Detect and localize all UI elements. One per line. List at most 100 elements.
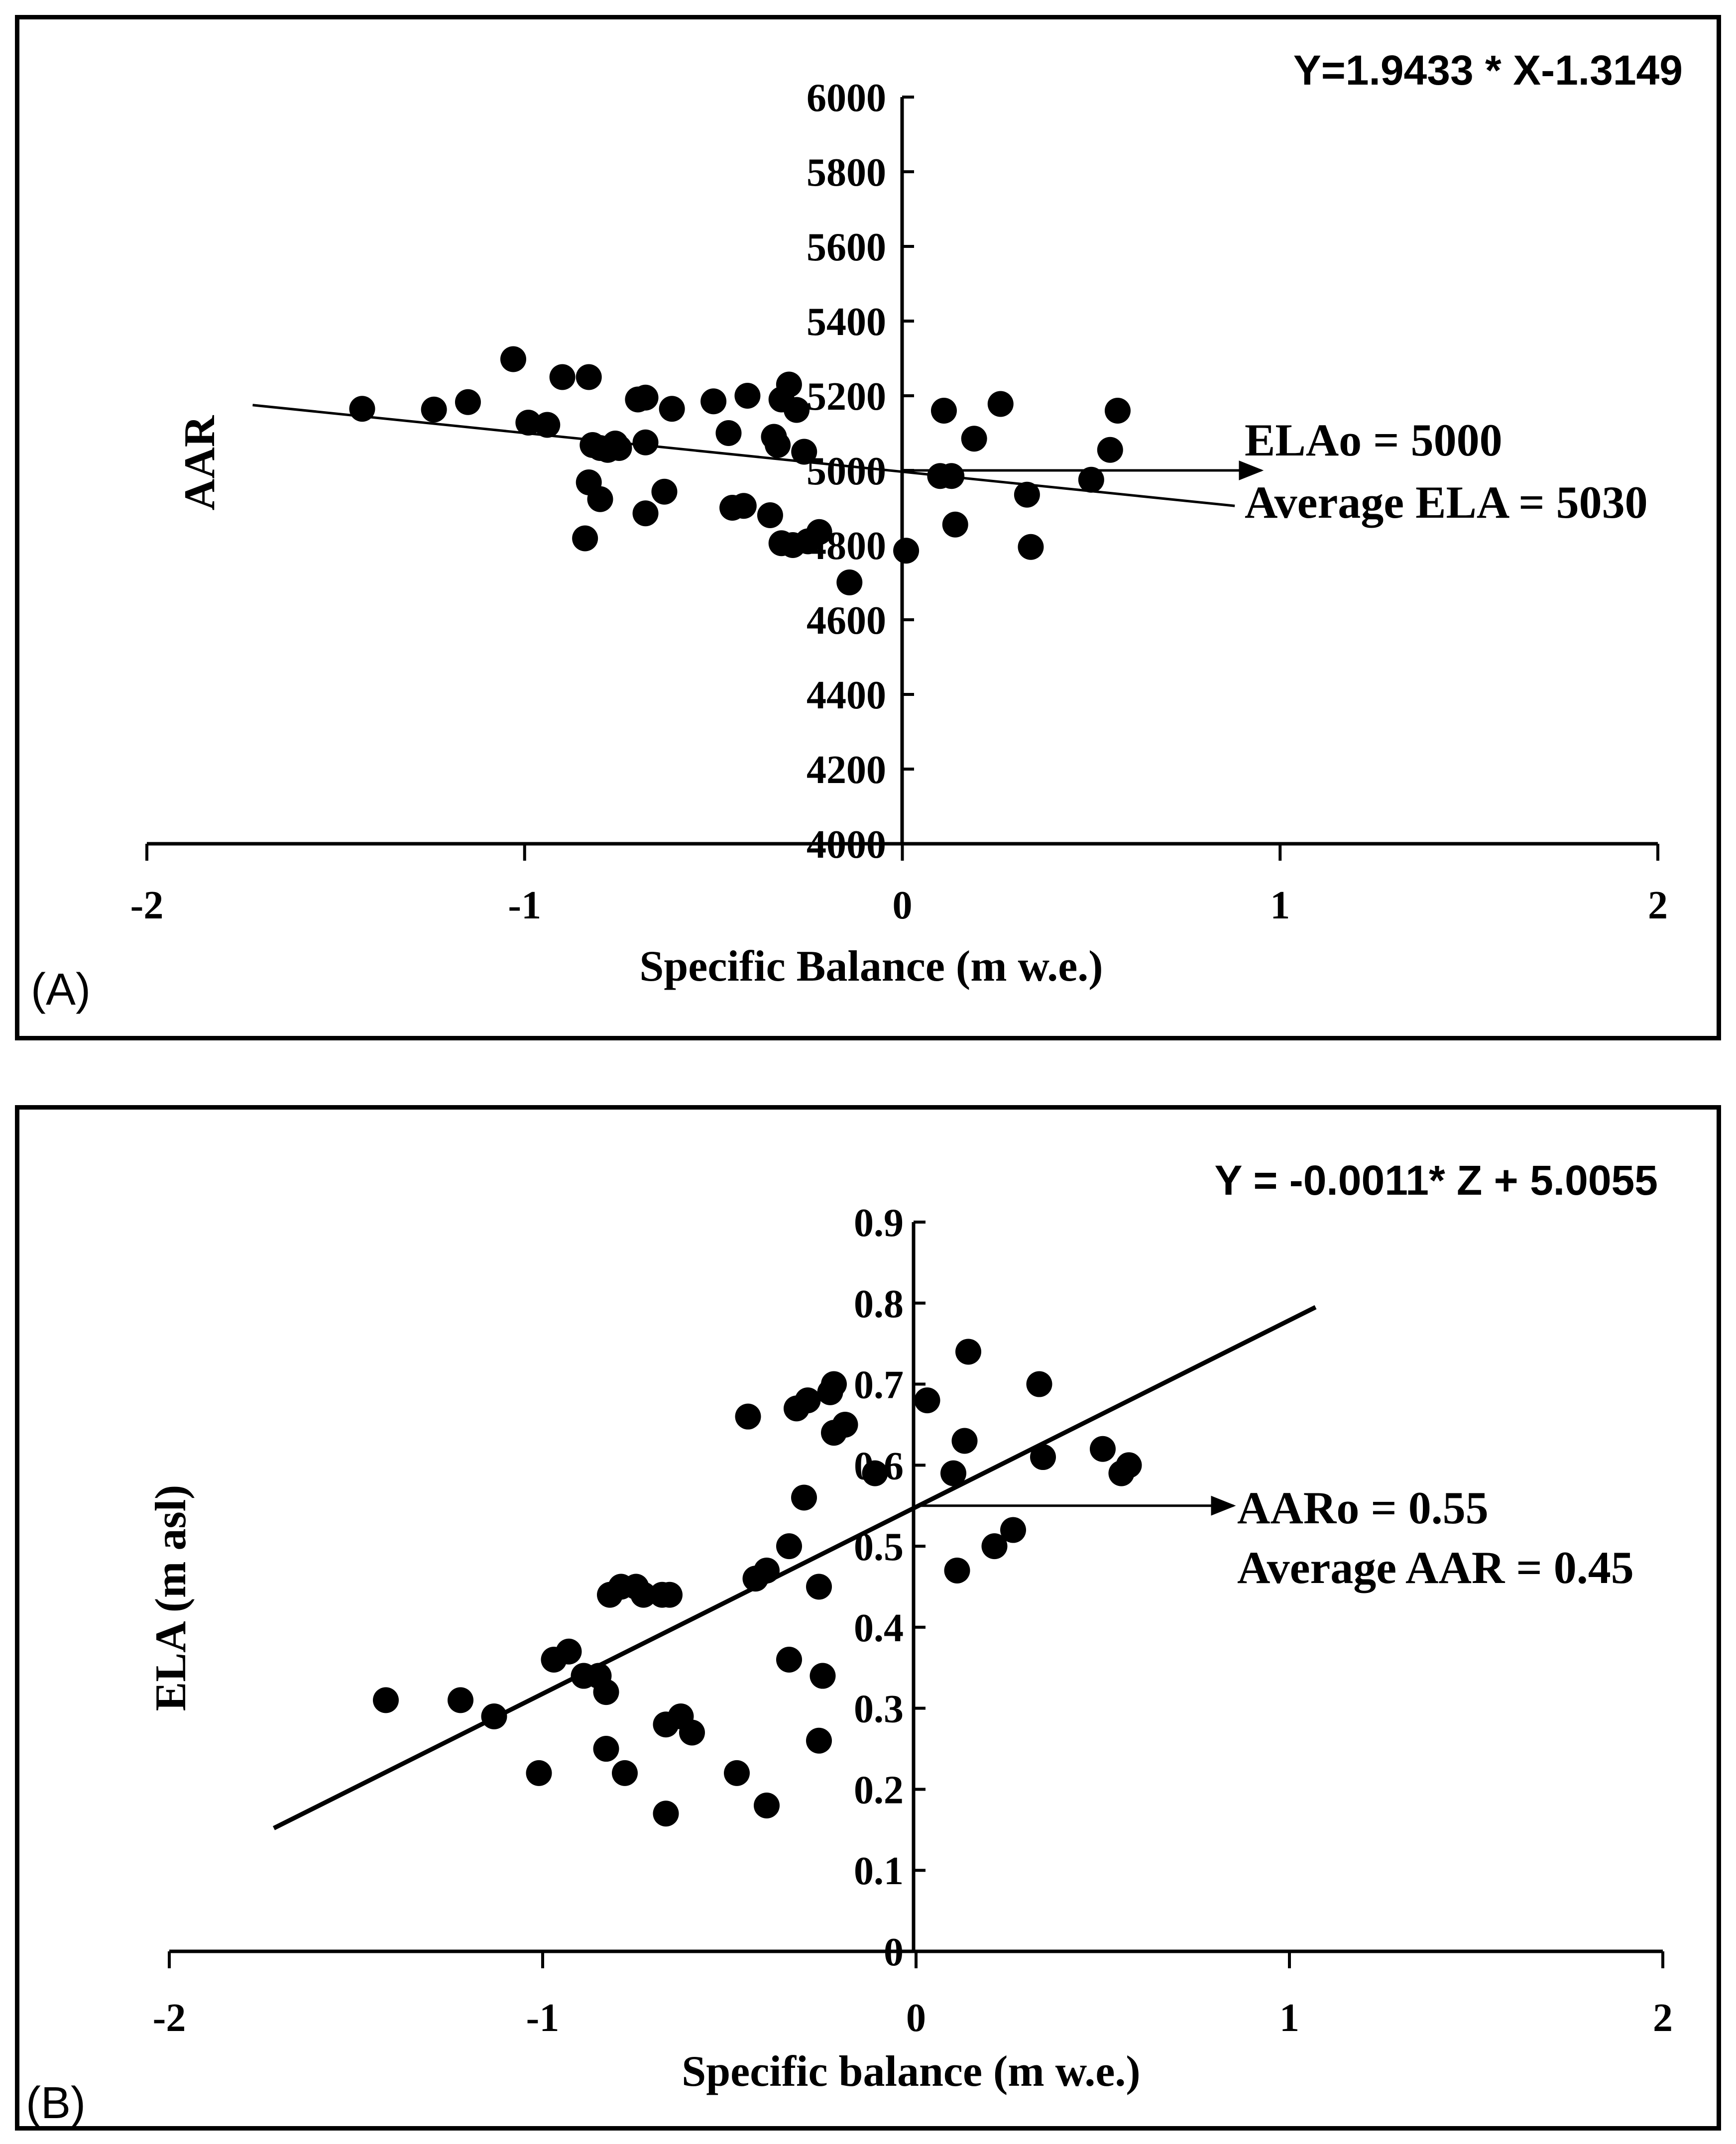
panel-b-y-tick-label: 0.3 [854,1688,904,1731]
panel-a-data-point [765,432,791,458]
panel-b-data-point [630,1581,657,1608]
panel-a-x-tick-label: 0 [893,884,913,927]
panel-b-y-tick-label: 0.8 [854,1282,904,1326]
panel-a-data-point [500,346,526,372]
panel-b-data-point [481,1703,507,1729]
panel-a-data-point [734,383,761,409]
panel-b-x-tick-label: -1 [526,1996,560,2040]
panel-a-data-point [632,429,659,455]
panel-b-trendline-group [272,1305,1317,1830]
panel-b-y-tick-label: 0.9 [854,1201,904,1245]
panel-b-y-axis-label: ELA (m asl) [147,1485,195,1711]
panel-a-data-point [659,396,685,422]
panel-a-x-ticks: -2 -1 0 1 2 [130,844,1668,927]
panel-b-data-point [981,1533,1008,1560]
panel-a-y-ticks: 4000420044004600480050005200540056005800… [807,76,914,867]
panel-a-data-point [930,398,957,424]
panel-b-trendline [272,1305,1317,1830]
panel-b-data-point [448,1687,473,1713]
panel-b-data-point [1030,1444,1056,1470]
panel-b-y-tick-label: 0 [884,1930,904,1974]
panel-a-x-tick-label: -1 [508,884,541,927]
panel-a-y-tick-label: 4200 [807,748,886,792]
panel-b-data-point [754,1557,780,1583]
panel-b-data-point [1090,1436,1116,1462]
panel-b-data-point [593,1736,619,1762]
panel-b-data-point [944,1557,970,1583]
panel-a-points [349,346,1131,595]
panel-b-frame [15,1105,1721,2131]
panel-a-data-point [349,396,375,422]
chart-panel-a: 4000420044004600480050005200540056005800… [31,47,1683,1015]
panel-b-x-ticks: -2 -1 0 1 2 [153,1951,1673,2040]
panel-a-data-point [1104,398,1131,424]
panel-a-data-point [806,519,832,545]
panel-b-x-axis-label: Specific balance (m w.e.) [682,2047,1140,2096]
panel-a-data-point [587,486,613,512]
panel-a-data-point [938,463,965,489]
panel-a-data-point [632,500,659,527]
panel-a-data-point [515,410,542,436]
panel-b-y-tick-label: 0.4 [854,1606,904,1650]
panel-b-data-point [653,1801,679,1827]
panel-b-data-point [776,1533,802,1560]
panel-a-data-point [715,420,742,446]
panel-a-data-point [572,525,598,552]
panel-a-y-tick-label: 5800 [807,151,886,195]
panel-b-annotation-average-aar: Average AAR = 0.45 [1237,1542,1634,1593]
panel-b-data-point [679,1719,705,1746]
panel-a-trendline-group [252,404,1235,507]
panel-b-data-point [791,1484,817,1511]
panel-a-data-point [1097,437,1123,463]
panel-a-data-point [730,493,757,519]
panel-b-data-point [940,1460,966,1486]
panel-b-x-tick-label: 2 [1653,1996,1673,2040]
panel-a-x-tick-label: -2 [130,884,164,927]
panel-a-data-point [987,391,1014,417]
panel-b-data-point [955,1339,981,1365]
panel-b-data-point [657,1581,683,1608]
panel-a-x-tick-label: 2 [1648,884,1668,927]
panel-b-data-point [862,1460,888,1486]
panel-a-y-tick-label: 5000 [807,450,886,493]
panel-a-y-tick-label: 4400 [807,674,886,717]
panel-a-data-point [836,569,863,595]
panel-b-data-point [526,1760,552,1786]
panel-a-data-point [606,435,632,461]
panel-a-data-point [776,371,802,398]
panel-a-data-point [421,396,447,423]
panel-b-data-point [806,1574,832,1600]
panel-b-data-point [951,1428,978,1454]
panel-b-y-tick-label: 0.7 [854,1363,904,1407]
panel-a-data-point [1014,481,1040,508]
panel-a-data-point [651,478,678,505]
panel-b-data-point [1000,1517,1026,1543]
panel-b-data-point [1116,1452,1142,1478]
panel-a-data-point [700,388,727,415]
panel-a-frame [15,15,1721,1040]
panel-b-equation: Y = -0.0011* Z + 5.0055 [1215,1157,1658,1204]
panel-a-data-point [549,364,576,390]
panel-b-data-point [724,1760,750,1786]
panel-b-data-point [914,1387,940,1414]
panel-b-data-point [556,1638,582,1665]
panel-a-y-tick-label: 4600 [807,599,886,643]
panel-b-data-point [735,1403,761,1430]
panel-a-data-point [1018,534,1044,560]
panel-a-y-tick-label: 5200 [807,375,886,419]
panel-b-data-point [810,1663,836,1689]
panel-b-label: (B) [26,2078,86,2128]
panel-a-data-point [791,439,817,465]
panel-a-data-point [534,412,561,438]
panel-b-data-point [832,1411,858,1438]
panel-a-data-point [942,511,968,538]
panel-a-x-tick-label: 1 [1270,884,1290,927]
panel-b-data-point [776,1647,802,1673]
panel-a-data-point [632,384,659,411]
panel-a-data-point [757,502,783,528]
panel-b-points [373,1339,1142,1827]
panel-a-y-tick-label: 4000 [807,823,886,867]
panel-a-data-point [893,538,920,564]
